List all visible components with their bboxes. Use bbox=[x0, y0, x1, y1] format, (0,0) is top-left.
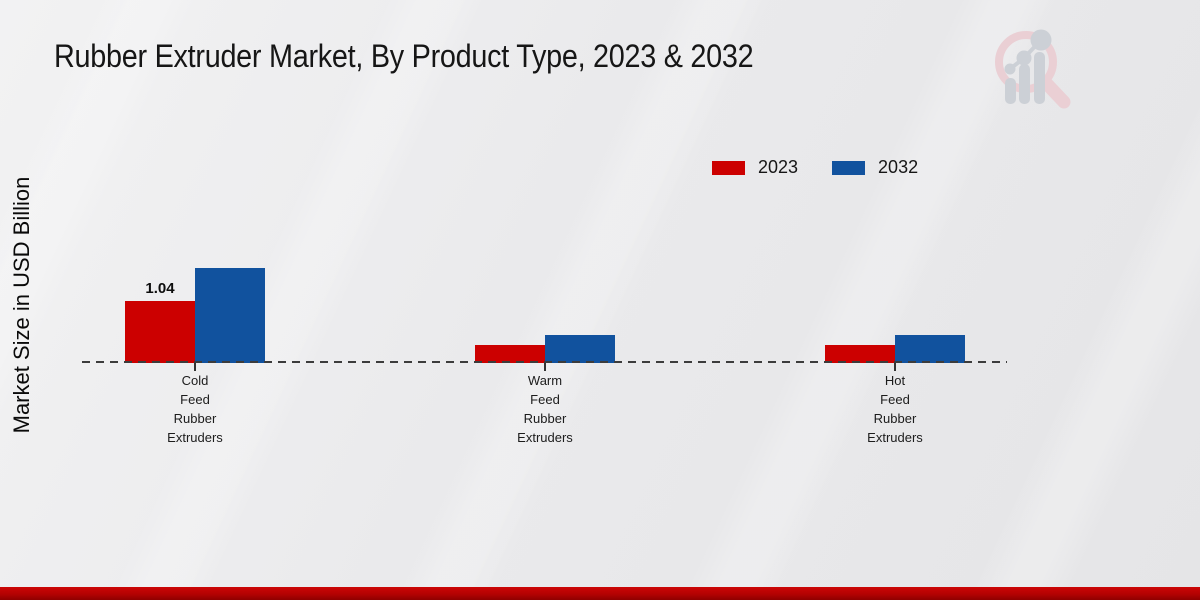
market-research-future-logo-icon bbox=[995, 29, 1071, 109]
legend-swatch-2032 bbox=[832, 160, 866, 175]
legend-label: 2032 bbox=[878, 157, 919, 177]
category-label-2: Hot Feed Rubber Extruders bbox=[867, 373, 923, 445]
footer-red-band bbox=[0, 587, 1200, 600]
x-axis-tick bbox=[194, 363, 196, 371]
bar-2032-category-0 bbox=[195, 268, 265, 363]
x-axis-dashed-line bbox=[82, 361, 1007, 363]
legend-swatch-2023 bbox=[712, 160, 745, 175]
legend-item-2023: 2023 bbox=[712, 157, 798, 178]
x-axis-tick bbox=[894, 363, 896, 371]
bar-2023-category-0 bbox=[125, 301, 195, 363]
legend-item-2032: 2032 bbox=[832, 157, 918, 178]
bar-2023-category-1 bbox=[475, 345, 545, 363]
bar-2032-category-1 bbox=[545, 335, 615, 363]
bar-2023-category-2 bbox=[825, 345, 895, 363]
category-label-1: Warm Feed Rubber Extruders bbox=[517, 373, 573, 445]
category-label-0: Cold Feed Rubber Extruders bbox=[167, 373, 223, 445]
chart-title: Rubber Extruder Market, By Product Type,… bbox=[54, 38, 754, 74]
legend-label: 2023 bbox=[758, 157, 799, 177]
x-axis-tick bbox=[544, 363, 546, 371]
bar-2032-category-2 bbox=[895, 335, 965, 363]
legend: 2023 2032 bbox=[712, 157, 918, 178]
bar-value-label: 1.04 bbox=[145, 280, 175, 297]
